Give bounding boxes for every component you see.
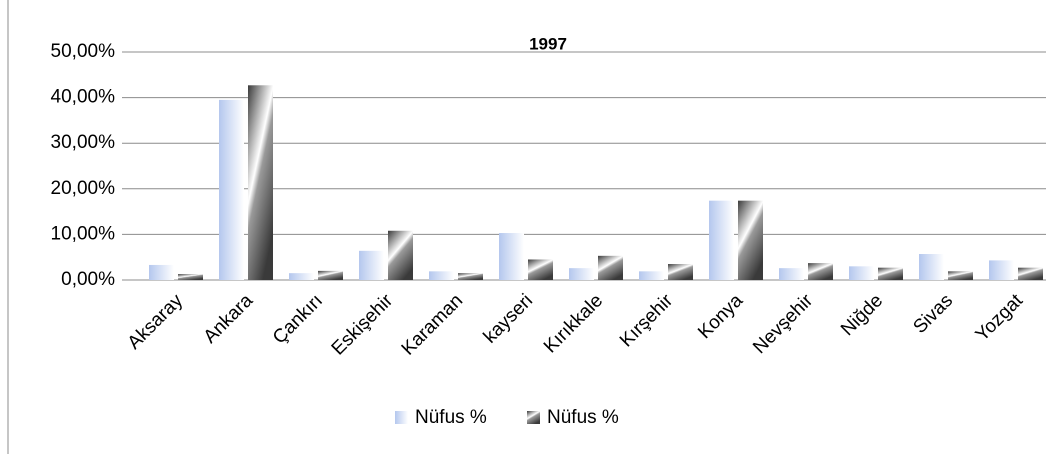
bar xyxy=(499,233,524,280)
x-tick-label: Çankırı xyxy=(269,290,327,348)
bar xyxy=(178,274,203,280)
bar xyxy=(248,85,273,281)
y-tick-label: 20,00% xyxy=(51,178,116,199)
x-tick-label: Karaman xyxy=(398,290,467,359)
bar xyxy=(639,271,664,280)
bar xyxy=(668,264,693,280)
bar xyxy=(149,264,174,280)
bar xyxy=(219,99,244,280)
bar xyxy=(429,271,454,280)
bar xyxy=(528,259,553,280)
x-tick-label: kayseri xyxy=(480,290,537,347)
y-tick-label: 50,00% xyxy=(51,41,116,62)
legend-label: Nüfus % xyxy=(415,407,487,428)
x-tick-label: Kırşehir xyxy=(616,290,678,352)
legend-label: Nüfus % xyxy=(547,407,619,428)
bar xyxy=(289,273,314,280)
x-tick-label: Nevşehir xyxy=(749,290,817,358)
x-tick-label: Niğde xyxy=(837,290,887,340)
x-tick-label: Ankara xyxy=(200,290,258,348)
bar xyxy=(458,273,483,280)
legend-swatch xyxy=(395,411,408,424)
y-tick-label: 40,00% xyxy=(51,87,116,108)
bar xyxy=(738,200,763,280)
bar xyxy=(919,254,944,280)
y-tick-label: 10,00% xyxy=(51,223,116,244)
bar xyxy=(989,260,1014,280)
chart-title: 1997 xyxy=(529,34,567,53)
legend-swatch xyxy=(527,411,540,424)
y-tick-label: 0,00% xyxy=(61,269,115,290)
x-tick-label: Konya xyxy=(694,290,747,343)
x-tick-label: Yozgat xyxy=(972,290,1028,346)
bar xyxy=(598,255,623,280)
bar xyxy=(948,271,973,280)
bar xyxy=(808,263,833,280)
bar xyxy=(849,266,874,280)
bar xyxy=(569,268,594,280)
bar xyxy=(388,230,413,280)
bar xyxy=(779,268,804,280)
bar xyxy=(359,250,384,280)
x-tick-label: Aksaray xyxy=(124,290,188,354)
bar xyxy=(709,200,734,280)
y-tick-label: 30,00% xyxy=(51,132,116,153)
x-tick-label: Kırıkkale xyxy=(540,290,607,357)
x-tick-label: Sivas xyxy=(909,290,957,338)
bar xyxy=(318,270,343,280)
bar xyxy=(1018,267,1043,280)
x-tick-label: Eskişehir xyxy=(328,290,398,360)
bar xyxy=(878,267,903,280)
